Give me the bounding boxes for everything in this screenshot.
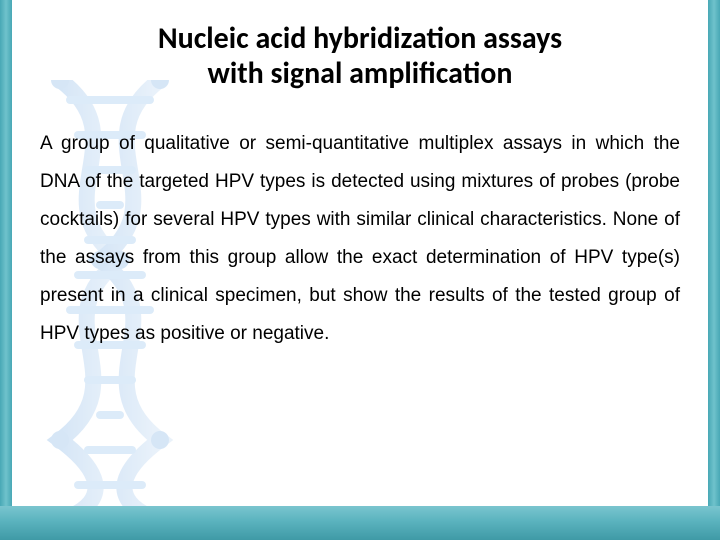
slide-title: Nucleic acid hybridization assays with s… — [0, 22, 720, 91]
slide-body: A group of qualitative or semi-quantitat… — [40, 125, 680, 353]
title-line-1: Nucleic acid hybridization assays — [158, 20, 562, 57]
title-line-2: with signal amplification — [208, 55, 513, 92]
slide: Nucleic acid hybridization assays with s… — [0, 0, 720, 540]
bottom-band — [0, 506, 720, 540]
